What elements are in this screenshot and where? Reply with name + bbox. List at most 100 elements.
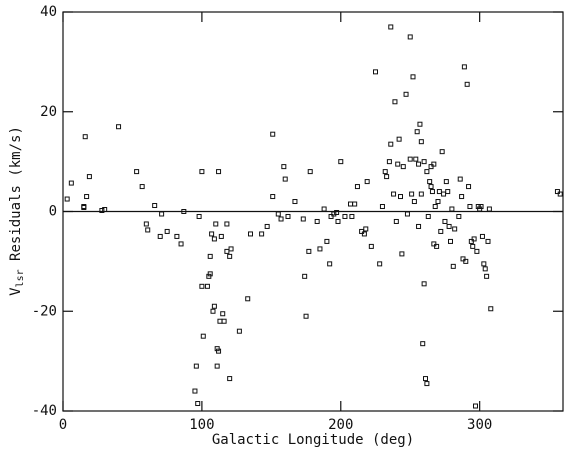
point: [275, 211, 281, 217]
point: [434, 243, 440, 249]
point: [199, 283, 205, 289]
point: [211, 303, 217, 309]
point: [248, 231, 253, 237]
point: [441, 191, 447, 197]
point: [334, 209, 340, 215]
point: [438, 228, 444, 234]
point: [442, 218, 448, 224]
point: [425, 213, 431, 219]
point: [470, 243, 476, 249]
point: [416, 223, 422, 229]
point: [317, 246, 323, 252]
point: [307, 169, 313, 175]
point: [181, 209, 187, 214]
point: [411, 199, 417, 205]
point: [270, 131, 276, 137]
point: [217, 318, 223, 324]
point: [474, 248, 480, 254]
point: [99, 208, 105, 214]
point: [86, 174, 92, 180]
point: [270, 194, 276, 200]
point: [448, 238, 453, 244]
point: [431, 161, 437, 167]
y-tick-label: 20: [40, 104, 57, 120]
point: [159, 211, 165, 217]
point: [424, 381, 430, 387]
y-tick-label: -40: [32, 403, 57, 419]
point: [174, 233, 180, 239]
point: [228, 246, 234, 252]
point: [302, 273, 308, 279]
point: [342, 213, 348, 219]
point: [164, 228, 170, 234]
point: [64, 196, 70, 202]
point: [421, 159, 427, 165]
point: [429, 189, 435, 195]
point: [207, 253, 213, 259]
point: [116, 124, 122, 130]
point: [400, 164, 406, 170]
point: [386, 159, 392, 165]
point: [200, 333, 206, 339]
point: [213, 221, 219, 227]
point: [459, 194, 465, 200]
point: [427, 179, 433, 185]
point: [488, 306, 494, 312]
point: [388, 141, 394, 147]
point: [81, 205, 87, 211]
point: [384, 174, 390, 180]
point: [221, 318, 227, 324]
point: [245, 296, 251, 302]
y-label-sub: lsr: [15, 269, 26, 287]
x-tick-label: 300: [467, 417, 492, 433]
point: [421, 281, 427, 287]
point: [373, 69, 378, 75]
point: [82, 134, 88, 140]
point: [227, 376, 233, 382]
point: [364, 179, 370, 185]
point: [464, 81, 470, 87]
point: [417, 121, 423, 127]
y-axis-label: Vlsr Residuals (km/s): [8, 126, 26, 296]
point: [349, 213, 355, 219]
point: [436, 189, 442, 195]
point: [338, 159, 344, 165]
point: [216, 348, 222, 354]
point: [379, 204, 385, 210]
point: [68, 180, 74, 186]
point: [193, 363, 199, 369]
point: [195, 401, 201, 407]
point: [368, 243, 374, 249]
point: [428, 184, 434, 190]
point: [84, 194, 90, 200]
point: [399, 251, 405, 257]
point: [224, 221, 230, 227]
x-tick-label: 200: [328, 417, 353, 433]
point: [354, 184, 360, 190]
point: [145, 227, 151, 233]
point: [300, 216, 306, 222]
point: [207, 271, 213, 277]
point: [450, 263, 456, 269]
point: [285, 213, 291, 219]
point: [303, 313, 309, 319]
point: [335, 218, 341, 224]
point: [396, 136, 402, 142]
point: [391, 191, 397, 197]
point: [443, 179, 449, 185]
point: [407, 34, 413, 40]
point: [432, 204, 438, 210]
point: [446, 223, 452, 229]
point: [216, 169, 222, 175]
point: [467, 204, 473, 210]
point: [264, 223, 270, 229]
point: [292, 199, 298, 205]
y-tick-label: -20: [32, 303, 57, 319]
point: [306, 248, 312, 254]
point: [278, 216, 284, 222]
point: [331, 211, 337, 217]
point: [393, 218, 399, 224]
point: [218, 233, 224, 239]
point: [404, 211, 410, 217]
point: [348, 201, 353, 207]
